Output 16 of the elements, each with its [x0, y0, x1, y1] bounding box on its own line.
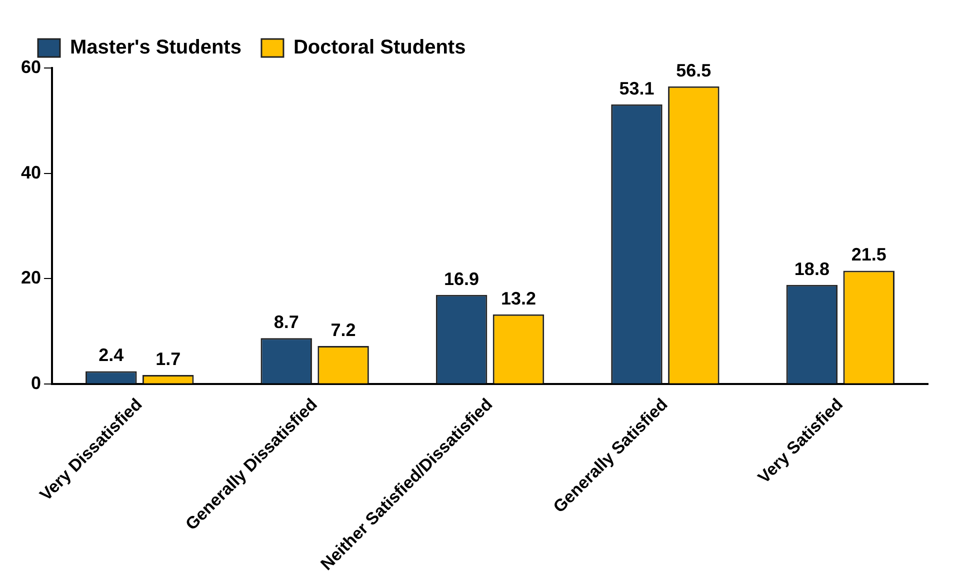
legend-label: Doctoral Students [293, 36, 466, 59]
data-label: 2.4 [98, 345, 124, 366]
y-tick-label: 40 [20, 162, 42, 182]
data-label: 1.7 [156, 348, 181, 369]
data-label: 7.2 [330, 320, 356, 340]
y-tick-label: 0 [31, 372, 42, 393]
legend-label: Master's Students [70, 36, 242, 59]
data-label: 8.7 [274, 312, 299, 332]
y-tick-label: 20 [20, 268, 42, 288]
data-label: 16.9 [444, 268, 480, 289]
data-label: 13.2 [500, 288, 536, 308]
data-label: 21.5 [851, 244, 886, 265]
data-label: 56.5 [676, 60, 712, 80]
y-tick-label: 60 [20, 56, 42, 77]
data-label: 18.8 [794, 258, 830, 279]
data-label: 53.1 [619, 78, 654, 98]
